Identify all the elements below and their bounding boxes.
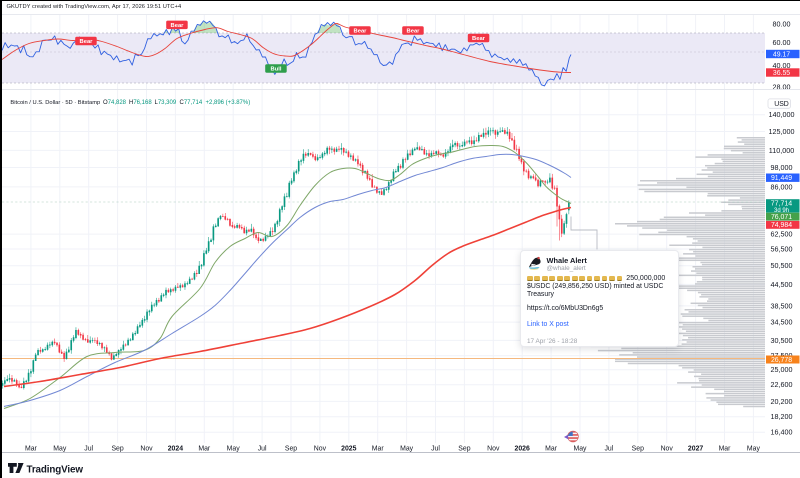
svg-text:Nov: Nov [661,445,674,452]
svg-text:44,500: 44,500 [771,279,793,288]
svg-text:May: May [747,445,761,452]
svg-text:91,449: 91,449 [771,175,792,182]
svg-text:Bear: Bear [472,36,486,42]
svg-text:Sep: Sep [632,445,644,452]
svg-text:34,500: 34,500 [771,317,793,326]
svg-text:56,500: 56,500 [771,244,793,253]
svg-text:30,500: 30,500 [771,335,793,344]
svg-text:50,500: 50,500 [771,261,793,270]
svg-text:Nov: Nov [314,445,327,452]
svg-text:Jul: Jul [604,445,613,452]
svg-text:140,000: 140,000 [769,110,795,119]
svg-text:62,500: 62,500 [771,229,793,238]
svg-text:25,000: 25,000 [771,365,793,374]
svg-text:125,000: 125,000 [769,126,795,135]
svg-text:May: May [53,445,67,452]
svg-text:20,200: 20,200 [771,396,793,405]
svg-text:Bull: Bull [271,66,282,72]
svg-text:Mar: Mar [719,445,732,452]
svg-text:28.00: 28.00 [773,82,791,91]
svg-text:16,400: 16,400 [771,427,793,436]
svg-text:Sep: Sep [285,445,297,452]
svg-text:60.00: 60.00 [773,37,791,46]
svg-text:Jul: Jul [84,445,93,452]
svg-text:38,500: 38,500 [771,301,793,310]
svg-text:2024: 2024 [168,445,183,452]
svg-text:Bear: Bear [171,22,185,28]
svg-text:110,000: 110,000 [769,145,794,154]
svg-text:Nov: Nov [487,445,500,452]
svg-text:Jul: Jul [258,445,267,452]
svg-text:USD: USD [774,100,789,107]
svg-text:May: May [573,445,587,452]
svg-text:86,000: 86,000 [771,182,793,191]
svg-text:Bear: Bear [407,28,421,34]
svg-text:Sep: Sep [458,445,470,452]
svg-text:Bear: Bear [80,39,94,45]
svg-text:80.00: 80.00 [773,19,791,28]
svg-text:77,714: 77,714 [771,200,793,207]
svg-text:74,984: 74,984 [771,222,792,229]
svg-text:2026: 2026 [515,445,530,452]
svg-text:98,000: 98,000 [771,162,793,171]
svg-text:2025: 2025 [341,445,356,452]
svg-text:Sep: Sep [111,445,123,452]
svg-text:Mar: Mar [372,445,385,452]
svg-text:22,600: 22,600 [771,380,793,389]
svg-text:2027: 2027 [688,445,703,452]
svg-text:49.17: 49.17 [773,51,790,58]
svg-text:18,200: 18,200 [771,412,793,421]
svg-text:Nov: Nov [140,445,153,452]
svg-text:76,071: 76,071 [771,214,792,221]
svg-text:Mar: Mar [545,445,558,452]
svg-text:Bear: Bear [354,28,368,34]
svg-text:TradingView: TradingView [26,464,83,475]
svg-text:Mar: Mar [198,445,211,452]
svg-text:40.00: 40.00 [773,61,791,70]
svg-text:36.55: 36.55 [773,69,790,76]
svg-text:May: May [227,445,241,452]
svg-text:May: May [400,445,414,452]
svg-text:26,778: 26,778 [771,356,792,363]
svg-text:Mar: Mar [25,445,38,452]
svg-text:3d 9h: 3d 9h [774,207,789,213]
svg-text:Jul: Jul [431,445,440,452]
